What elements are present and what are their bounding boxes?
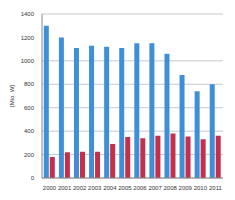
svg-text:2008: 2008 [164, 185, 178, 191]
svg-text:0: 0 [31, 175, 35, 181]
svg-text:600: 600 [24, 105, 35, 111]
svg-text:200: 200 [24, 152, 35, 158]
svg-text:2002: 2002 [73, 185, 87, 191]
svg-text:1200: 1200 [21, 35, 35, 41]
svg-text:2000: 2000 [43, 185, 57, 191]
svg-text:2001: 2001 [58, 185, 72, 191]
svg-text:1000: 1000 [21, 58, 35, 64]
svg-text:2003: 2003 [88, 185, 102, 191]
svg-text:2007: 2007 [148, 185, 162, 191]
svg-text:2011: 2011 [209, 185, 223, 191]
svg-text:2004: 2004 [103, 185, 117, 191]
svg-text:2006: 2006 [133, 185, 147, 191]
svg-text:1400: 1400 [21, 11, 35, 17]
svg-text:400: 400 [24, 128, 35, 134]
svg-text:2009: 2009 [179, 185, 193, 191]
svg-text:2005: 2005 [118, 185, 132, 191]
svg-text:2010: 2010 [194, 185, 208, 191]
svg-text:[Mio. W]: [Mio. W] [9, 85, 15, 107]
svg-text:800: 800 [24, 81, 35, 87]
